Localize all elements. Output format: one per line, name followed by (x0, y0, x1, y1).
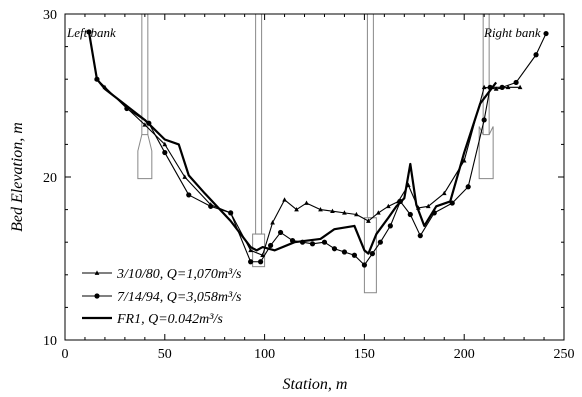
series-2-point (377, 239, 383, 245)
series-2-point (481, 117, 487, 123)
series-2-point (351, 252, 358, 258)
series-2-point (417, 233, 423, 239)
legend: 3/10/80, Q=1,070m³/s 7/14/94, Q=3,058m³/s… (82, 267, 242, 327)
x-tick-label: 50 (158, 347, 172, 362)
series-1-point (330, 208, 335, 214)
series-3-line (87, 31, 498, 255)
y-tick-label: 30 (43, 8, 57, 23)
series-1-point (481, 84, 487, 90)
left-abutment-footing (137, 134, 153, 180)
series-1-point (318, 207, 323, 212)
series-1-point (425, 203, 431, 209)
series-2-point (533, 52, 539, 58)
legend-label: FR1, Q=0.042m³/s (116, 312, 223, 327)
series-1-point (386, 203, 391, 209)
series-1-point (461, 158, 467, 163)
pier-1-shaft (255, 13, 263, 235)
series-2-point (208, 203, 214, 209)
series-1-point (304, 200, 309, 205)
series-1-point (142, 122, 148, 127)
series-2-point (369, 251, 375, 257)
series-1-point (294, 207, 299, 212)
series-1-point (517, 84, 523, 90)
series-1-point (270, 220, 275, 225)
x-tick-label: 100 (254, 347, 275, 362)
series-1-point (376, 210, 381, 215)
y-axis-label: Bed Elevation, m (9, 122, 26, 232)
series-1-point (505, 84, 511, 90)
legend-item-3: FR1, Q=0.042m³/s (82, 312, 223, 327)
series-1-point (282, 197, 287, 202)
annotation-left-bank: Left bank (66, 25, 116, 40)
bridge-structures (137, 13, 494, 294)
series-1-point (162, 141, 168, 147)
series-2-point (277, 229, 284, 236)
series-2-point (162, 149, 168, 156)
series-layer (86, 29, 549, 268)
series-2-point (331, 246, 338, 252)
x-tick-label: 250 (554, 347, 575, 362)
series-2-point (267, 242, 274, 249)
series-3 (87, 31, 498, 255)
y-tick-label: 20 (43, 171, 57, 186)
series-2-point (248, 259, 254, 265)
legend-marker (94, 293, 100, 299)
x-tick-label: 150 (354, 347, 375, 362)
series-1-point (354, 211, 359, 217)
series-1-point (182, 174, 188, 179)
series-2-point (407, 211, 413, 218)
series-2-point (309, 241, 316, 247)
series-1-line (88, 31, 521, 256)
series-1-point (342, 210, 347, 215)
series-2-line (88, 31, 547, 266)
pier-2-shaft (366, 13, 374, 219)
right-abutment-footing (478, 126, 494, 180)
legend-label: 3/10/80, Q=1,070m³/s (116, 267, 242, 282)
legend-marker (94, 270, 100, 275)
x-axis-label: Station, m (283, 376, 348, 393)
annotation-right-bank: Right bank (483, 25, 541, 40)
y-tick-label: 10 (43, 334, 57, 349)
series-2-point (321, 239, 328, 245)
series-2-point (465, 184, 471, 190)
series-2-point (258, 259, 264, 265)
series-1-point (366, 218, 371, 223)
series-2-point (499, 84, 505, 90)
series-2-point (228, 210, 234, 216)
series-1-point (441, 190, 447, 196)
x-tick-label: 200 (454, 347, 475, 362)
series-2-point (361, 262, 367, 268)
series-2-point (186, 192, 192, 198)
labels-layer: Station, m Bed Elevation, m Left bank Ri… (9, 25, 541, 393)
legend-item-1: 3/10/80, Q=1,070m³/s (82, 267, 242, 282)
series-2-point (543, 30, 549, 37)
series-1-point (493, 86, 499, 91)
series-1-point (248, 247, 253, 253)
series-2-point (513, 79, 519, 86)
series-2-point (387, 223, 393, 229)
series-2-point (341, 249, 348, 255)
legend-label: 7/14/94, Q=3,058m³/s (117, 290, 242, 305)
tick-layer: 0 50 100 150 200 250 10 20 30 (43, 8, 575, 362)
series-1 (86, 29, 523, 258)
pier-2-footing (363, 217, 377, 294)
left-abutment-shaft (141, 13, 149, 136)
legend-item-2: 7/14/94, Q=3,058m³/s (82, 290, 242, 305)
x-tick-label: 0 (62, 347, 69, 362)
